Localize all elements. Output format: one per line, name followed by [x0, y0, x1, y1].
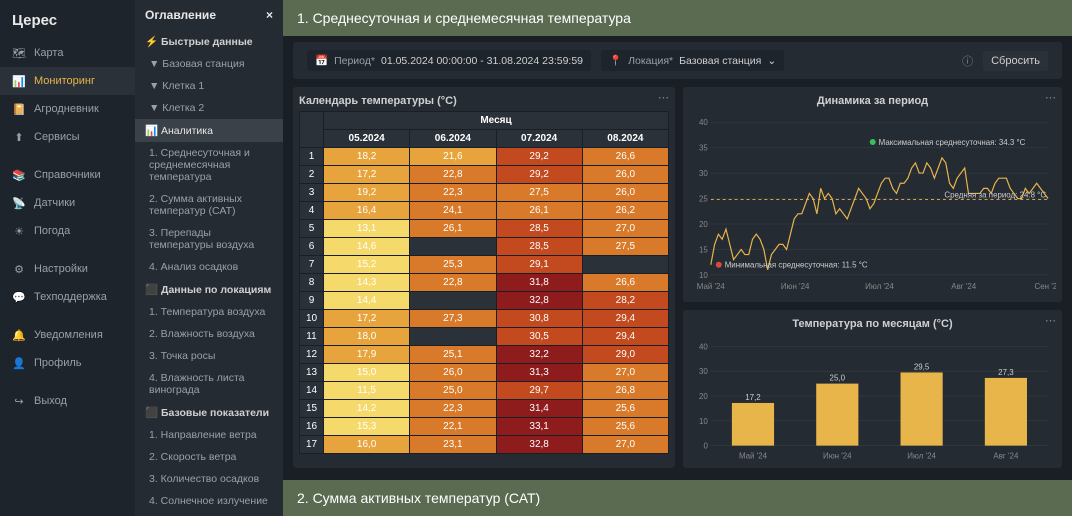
more-icon[interactable]: ⋯: [658, 91, 669, 104]
svg-text:10: 10: [699, 417, 708, 426]
tree-item[interactable]: 1. Температура воздуха: [135, 301, 283, 323]
svg-text:15: 15: [699, 245, 708, 254]
svg-text:30: 30: [699, 169, 708, 178]
calendar-icon: 📅: [315, 54, 328, 67]
svg-text:Сен '24: Сен '24: [1035, 282, 1056, 291]
nav-sens[interactable]: 📡Датчики: [0, 189, 135, 217]
calendar-table-card: ⋯ Календарь температуры (°C) Месяц05.202…: [293, 87, 675, 468]
wth-icon: ☀: [12, 224, 26, 238]
svg-text:Авг '24: Авг '24: [951, 282, 977, 291]
svg-text:0: 0: [703, 442, 708, 451]
tree-item[interactable]: 3. Перепады температуры воздуха: [135, 222, 283, 256]
nav-set[interactable]: ⚙Настройки: [0, 255, 135, 283]
reset-button[interactable]: Сбросить: [983, 51, 1048, 71]
svg-text:17,2: 17,2: [745, 393, 760, 402]
bar-chart-card: ⋯ Температура по месяцам (°C) 0102030401…: [683, 310, 1062, 468]
tree-item[interactable]: ▼ Клетка 1: [135, 75, 283, 97]
close-icon[interactable]: ×: [266, 8, 273, 22]
sup-icon: 💬: [12, 290, 26, 304]
tree-item[interactable]: 2. Скорость ветра: [135, 446, 283, 468]
tree-item[interactable]: 4. Солнечное излучение: [135, 490, 283, 512]
svg-text:Июл '24: Июл '24: [907, 452, 936, 461]
svg-text:Максимальная среднесуточная: 3: Максимальная среднесуточная: 34.3 °C: [879, 138, 1026, 147]
info-icon[interactable]: ⓘ: [962, 53, 973, 69]
tree-title: Оглавление: [145, 8, 216, 22]
svg-text:27,3: 27,3: [998, 368, 1014, 377]
tree-item[interactable]: 📊 Аналитика: [135, 119, 283, 142]
agro-icon: 📔: [12, 102, 26, 116]
svg-text:20: 20: [699, 392, 708, 401]
map-icon: 🗺: [12, 46, 26, 60]
tree-item[interactable]: 1. Направление ветра: [135, 424, 283, 446]
svg-text:40: 40: [699, 342, 708, 351]
bar-chart: 0 10 20 30 40 17,2 Май '24 25,0 Июн '24 29,5 Июл '…: [689, 334, 1056, 462]
more-icon[interactable]: ⋯: [1045, 91, 1056, 104]
bell-icon: 🔔: [12, 328, 26, 342]
tree-item[interactable]: 2. Влажность воздуха: [135, 323, 283, 345]
tree-item[interactable]: 3. Количество осадков: [135, 468, 283, 490]
svg-text:35: 35: [699, 144, 708, 153]
tree-item[interactable]: ⬛ Базовые показатели: [135, 401, 283, 424]
chevron-down-icon: ⌄: [767, 55, 776, 67]
prof-icon: 👤: [12, 356, 26, 370]
section-header-1: 1. Среднесуточная и среднемесячная темпе…: [283, 0, 1072, 36]
nav-prof[interactable]: 👤Профиль: [0, 349, 135, 377]
svg-text:Май '24: Май '24: [697, 282, 726, 291]
mon-icon: 📊: [12, 74, 26, 88]
more-icon[interactable]: ⋯: [1045, 314, 1056, 327]
nav-ref[interactable]: 📚Справочники: [0, 161, 135, 189]
line-chart-card: ⋯ Динамика за период 10152025303540Май '…: [683, 87, 1062, 302]
nav-wth[interactable]: ☀Погода: [0, 217, 135, 245]
nav-agro[interactable]: 📔Агродневник: [0, 95, 135, 123]
tree-item[interactable]: 4. Влажность листа винограда: [135, 367, 283, 401]
line-chart: 10 15 20 25 30 35 40 Май '24 Июн '24 Июл '24 Авг '…: [689, 111, 1056, 296]
logo: Церес: [0, 6, 135, 39]
tree-item[interactable]: ⚡ Быстрые данные: [135, 30, 283, 53]
svg-text:Июн '24: Июн '24: [823, 452, 852, 461]
svg-text:10: 10: [699, 271, 708, 280]
nav-map[interactable]: 🗺Карта: [0, 39, 135, 67]
section-header-2: 2. Сумма активных температур (САТ): [283, 480, 1072, 516]
tree-item[interactable]: ▼ Клетка 2: [135, 97, 283, 119]
tree-item[interactable]: ▼ Базовая станция: [135, 53, 283, 75]
pin-icon: 📍: [609, 54, 622, 67]
tree-item[interactable]: 5. Атмосферное давление: [135, 512, 283, 516]
period-chip[interactable]: 📅 Период* 01.05.2024 00:00:00 - 31.08.20…: [307, 50, 591, 71]
tree-item[interactable]: 4. Анализ осадков: [135, 256, 283, 278]
svg-text:Авг '24: Авг '24: [993, 452, 1019, 461]
tree-item[interactable]: 2. Сумма активных температур (САТ): [135, 188, 283, 222]
svg-text:29,5: 29,5: [914, 362, 930, 371]
svg-text:Минимальная среднесуточная: 11: Минимальная среднесуточная: 11.5 °C: [725, 261, 868, 270]
svg-text:20: 20: [699, 220, 708, 229]
set-icon: ⚙: [12, 262, 26, 276]
location-chip[interactable]: 📍 Локация* Базовая станция ⌄: [601, 50, 784, 71]
tree-item[interactable]: 1. Среднесуточная и среднемесячная темпе…: [135, 142, 283, 188]
tree-item[interactable]: 3. Точка росы: [135, 345, 283, 367]
svg-text:40: 40: [699, 118, 708, 127]
svg-text:Июл '24: Июл '24: [865, 282, 894, 291]
nav-bell[interactable]: 🔔Уведомления: [0, 321, 135, 349]
svg-text:Май '24: Май '24: [739, 452, 768, 461]
nav-exit[interactable]: ↪Выход: [0, 387, 135, 415]
nav-serv[interactable]: ⬆Сервисы: [0, 123, 135, 151]
exit-icon: ↪: [12, 394, 26, 408]
sens-icon: 📡: [12, 196, 26, 210]
ref-icon: 📚: [12, 168, 26, 182]
svg-text:Средняя за период: 24.8 °C: Средняя за период: 24.8 °C: [944, 191, 1046, 200]
tree-item[interactable]: ⬛ Данные по локациям: [135, 278, 283, 301]
svg-text:30: 30: [699, 367, 708, 376]
serv-icon: ⬆: [12, 130, 26, 144]
svg-text:Июн '24: Июн '24: [781, 282, 810, 291]
svg-text:25,0: 25,0: [830, 374, 846, 383]
nav-sup[interactable]: 💬Техподдержка: [0, 283, 135, 311]
svg-text:25: 25: [699, 195, 708, 204]
nav-mon[interactable]: 📊Мониторинг: [0, 67, 135, 95]
